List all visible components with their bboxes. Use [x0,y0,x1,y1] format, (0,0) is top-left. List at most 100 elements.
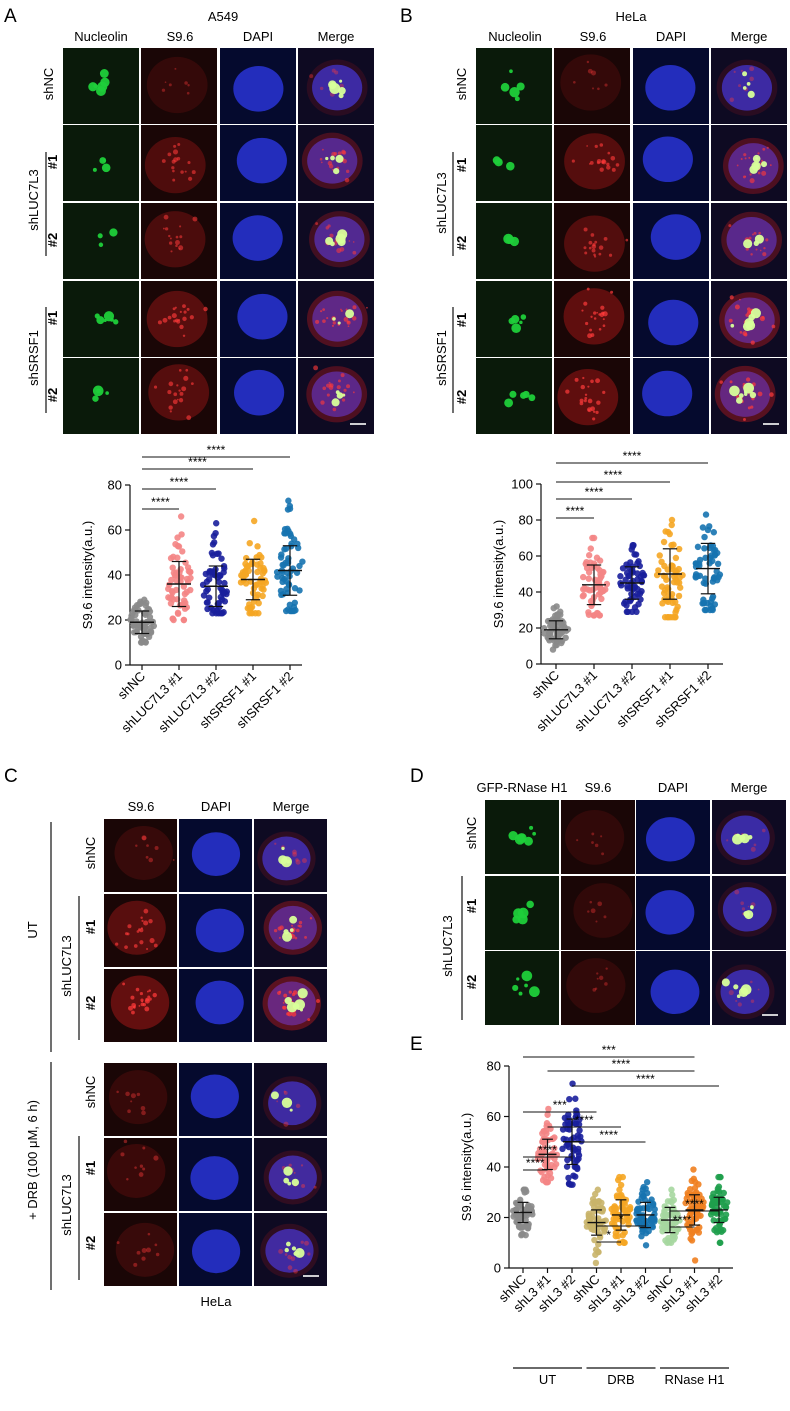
panel-c-panel-r0-c0-bg [104,819,177,892]
panel-c-panel-r4-c0-speck [142,1146,146,1150]
panel-a-panel-r3-c3-speck [319,310,323,313]
panel-e-significance-label: **** [673,1213,692,1227]
panel-a-panel-r0-c0-nucleolus [93,83,98,89]
panel-a-y-tick-label: 20 [108,613,122,628]
panel-b-panel-r4-c3 [711,358,787,434]
panel-c-panel-r3-c0-speck [125,1091,130,1097]
panel-d-panel-r2-c3-speck [750,980,753,984]
panel-a-point [281,525,289,533]
panel-d-panel-r2-c2-nucleus [650,969,700,1015]
panel-b-point [581,585,588,592]
panel-c-panel-r0-c2 [254,819,327,892]
panel-c-panel-r4-c0-speck [126,1177,129,1181]
panel-b-point [589,586,596,593]
panel-b-panel-r1-c1 [554,125,630,201]
panel-b-panel-r4-c3-speck [745,377,751,382]
panel-b-panel-r1-c3-speck [766,146,769,149]
panel-b-y-axis-label: S9.6 intensity(a.u.) [491,520,506,628]
panel-c-panel-r2-c2-speck [307,1018,311,1022]
panel-b-row-luc-2: #2 [454,236,469,250]
panel-c-panel-r1-c2-nucleolus [289,915,298,924]
panel-e-point [621,1239,628,1246]
panel-a-significance-label: **** [170,475,189,489]
panel-b-point [596,557,604,564]
panel-a-panel-r3-c1-speck [167,315,172,320]
panel-a-panel-r3-c3-speck [315,319,320,324]
panel-b-point [676,574,683,581]
panel-b-panel-r2-c1-speck [598,252,602,256]
panel-b-point [692,574,699,581]
panel-a-panel-r4-c1 [141,358,217,434]
panel-a-panel-r3-c3-speck [347,320,350,324]
panel-a-panel-r1-c1-speck [176,156,181,161]
panel-a-panel-r0-c3-speck [309,74,314,79]
panel-c-panel-r4-c2-speck [300,1164,304,1167]
panel-b-panel-r3-c1-speck [610,290,614,294]
panel-a-panel-r2-c1-speck [163,214,169,220]
panel-b-panel-r2-c3-speck [752,233,755,236]
panel-b-panel-r0-c3-speck [738,84,741,88]
panel-d-panel-r1-c0-nucleolus [526,900,534,909]
panel-c-panel-r2-c2-speck [316,998,321,1003]
panel-e-series-0 [509,1186,536,1239]
panel-b-point [670,541,677,548]
panel-c-panel-r3-c2-speck [276,1100,279,1103]
panel-b-panel-r1-c1-speck [607,151,611,155]
panel-a-panel-r2-c1-speck [175,235,179,239]
panel-b-panel-r3-c1-speck [587,333,593,339]
panel-a-panel-r1-c3-speck [344,177,350,183]
panel-b-point [603,580,611,588]
panel-d-panel-r1-c1-speck [587,910,590,913]
panel-e-point [551,1145,558,1152]
panel-c-panel-r4-c2-speck [313,1185,317,1189]
panel-d-panel-r1-c3-nucleus [722,887,772,932]
panel-b-panel-r1-c1-speck [594,144,598,149]
panel-a-panel-r3-c1-speck [175,318,179,323]
panel-b-panel-r4-c1-speck [587,398,593,404]
panel-a-panel-r2-c0 [63,203,139,279]
panel-e-point [591,1190,599,1198]
panel-b-panel-r4-c1-bg [554,358,630,434]
panel-c-panel-r4-c2-nucleolus [283,1177,290,1184]
panel-d-panel-r0-c3-speck [753,843,757,847]
panel-a-panel-r1-c3-speck [322,148,324,151]
panel-b-panel-r0-c3-cytoplasm [716,59,778,116]
panel-c-panel-r5-c2-nucleolus [293,1251,299,1256]
panel-a-panel-r3-c1-speck [183,310,187,314]
panel-b-panel-r4-c0-nucleolus [522,390,530,398]
panel-a-y-tick-label: 0 [115,658,122,673]
panel-b-panel-r1-c1-speck [588,162,591,165]
panel-b-panel-r1-c1-speck [606,165,611,170]
panel-b-point [673,579,681,586]
panel-a-point [246,539,253,547]
panel-a-panel-r4-c0-nucleolus [105,391,109,395]
panel-c-panel-r5-c2-speck [300,1240,304,1244]
panel-a-panel-r4-c1-speck [153,385,158,389]
panel-c-panel-r4-c1 [179,1138,252,1211]
panel-b-panel-r1-c3-nucleolus [753,162,760,169]
panel-a-panel-r2-c3-speck [352,241,355,243]
panel-a-x-tick-label: shNC [115,669,149,703]
panel-e-point [715,1173,722,1181]
panel-d-panel-r2-c1-speck [592,988,597,992]
panel-e-point [626,1204,634,1211]
panel-b-point [676,584,684,591]
panel-b-panel-r3-c1-speck [598,327,602,331]
panel-a-row-shsrsf1: shSRSF1 [26,330,41,386]
panel-b-panel-r2-c0-nucleolus [509,236,520,247]
panel-b-panel-r1-c0-bg [476,125,552,201]
panel-c-panel-r3-c2-nucleolus [281,1097,293,1108]
panel-b-point [634,590,641,598]
panel-b-panel-r2-c1-speck [598,245,604,250]
panel-e-point [621,1207,628,1214]
panel-a-panel-r4-c3-speck [340,373,345,378]
panel-a-panel-r1-c1-speck [173,144,177,148]
panel-c-panel-r2-c1 [179,969,252,1042]
panel-b-panel-r0-c1-speck [591,70,597,76]
panel-b-panel-r0-c3-nucleus [721,64,773,111]
panel-b-x-tick-label: shNC [529,668,563,702]
panel-b-panel-r4-c0-nucleolus [509,390,517,398]
panel-b-point [671,573,678,580]
panel-a-panel-r4-c3-nucleolus [331,398,340,407]
panel-c-panel-r1-c2 [254,894,327,967]
